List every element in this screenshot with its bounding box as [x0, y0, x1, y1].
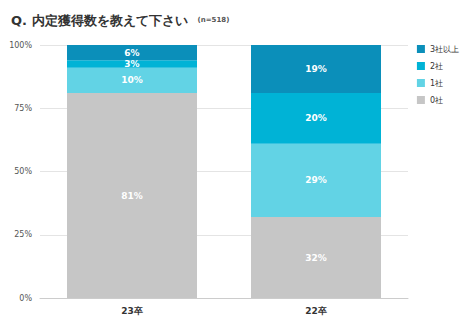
svg-text:23卒: 23卒 — [121, 306, 143, 316]
svg-text:32%: 32% — [305, 253, 327, 263]
svg-text:2社: 2社 — [430, 62, 443, 71]
svg-text:22卒: 22卒 — [305, 306, 327, 316]
svg-text:19%: 19% — [305, 64, 327, 74]
svg-text:0%: 0% — [19, 294, 32, 303]
svg-text:81%: 81% — [121, 191, 143, 201]
svg-text:0社: 0社 — [430, 96, 443, 105]
svg-text:75%: 75% — [14, 104, 32, 113]
svg-text:6%: 6% — [124, 48, 139, 58]
svg-text:Q. 内定獲得数を教えて下さい: Q. 内定獲得数を教えて下さい — [11, 13, 188, 28]
svg-text:25%: 25% — [14, 230, 32, 239]
svg-text:29%: 29% — [305, 175, 327, 185]
svg-text:3%: 3% — [124, 59, 139, 69]
svg-text:50%: 50% — [14, 167, 32, 176]
svg-text:10%: 10% — [121, 75, 143, 85]
svg-text:1社: 1社 — [430, 79, 443, 88]
svg-text:(n=518): (n=518) — [198, 16, 230, 24]
svg-text:3社以上: 3社以上 — [430, 45, 459, 54]
svg-text:20%: 20% — [305, 113, 327, 123]
svg-text:100%: 100% — [9, 41, 32, 50]
